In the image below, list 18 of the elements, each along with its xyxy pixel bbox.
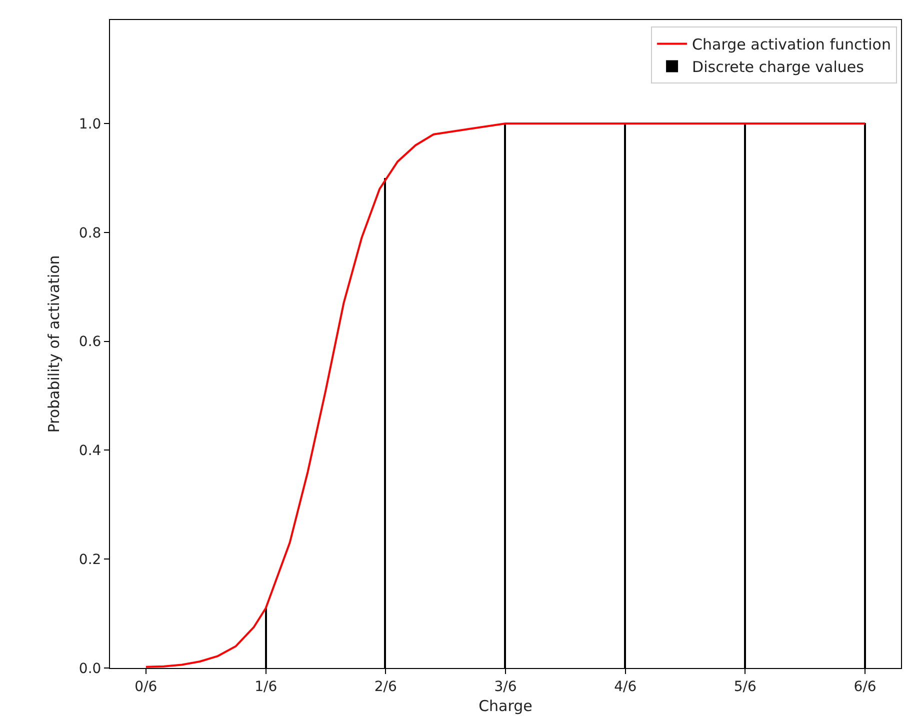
y-tick-label: 1.0 <box>78 116 102 132</box>
x-tick-label: 6/6 <box>854 678 876 695</box>
x-tick-label: 0/6 <box>134 678 158 695</box>
x-tick-label: 5/6 <box>734 678 757 695</box>
x-axis-title: Charge <box>478 696 532 715</box>
y-tick-label: 0.4 <box>78 443 102 460</box>
y-tick-label: 0.8 <box>78 225 102 242</box>
y-tick-label: 0.6 <box>78 334 102 350</box>
x-tick-label: 4/6 <box>614 678 637 695</box>
x-tick-label: 1/6 <box>254 678 278 695</box>
y-tick-label: 0.2 <box>78 552 102 568</box>
line-series <box>144 122 866 668</box>
y-tick-label: 0.0 <box>78 660 102 677</box>
legend-label: Discrete charge values <box>692 58 864 76</box>
x-tick-label: 3/6 <box>494 678 517 695</box>
legend-label: Charge activation function <box>692 36 891 54</box>
x-tick-label: 2/6 <box>374 678 397 695</box>
y-axis-title: Probability of activation <box>45 255 64 433</box>
